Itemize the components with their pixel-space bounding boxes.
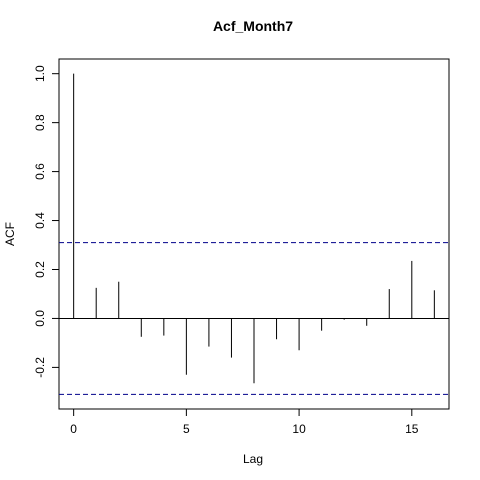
y-tick-label: 1.0 — [33, 65, 47, 82]
x-tick-label: 5 — [183, 422, 190, 436]
x-tick-label: 0 — [70, 422, 77, 436]
x-tick-label: 10 — [292, 422, 306, 436]
y-tick-label: 0.2 — [33, 261, 47, 278]
x-axis-label: Lag — [243, 452, 263, 466]
chart-title: Acf_Month7 — [213, 18, 293, 34]
y-tick-label: 0.6 — [33, 163, 47, 180]
y-tick-label: 0.4 — [33, 212, 47, 229]
y-tick-label: 0.8 — [33, 114, 47, 131]
y-axis-label: ACF — [3, 222, 17, 246]
y-tick-label: -0.2 — [33, 357, 47, 378]
plot-area: 0 5 10 15 -0.2 0.0 0.2 0.4 0.6 0.8 1.0 — [33, 58, 450, 436]
plot-frame — [58, 58, 450, 410]
x-tick-label: 15 — [405, 422, 419, 436]
y-tick-label: 0.0 — [33, 310, 47, 327]
